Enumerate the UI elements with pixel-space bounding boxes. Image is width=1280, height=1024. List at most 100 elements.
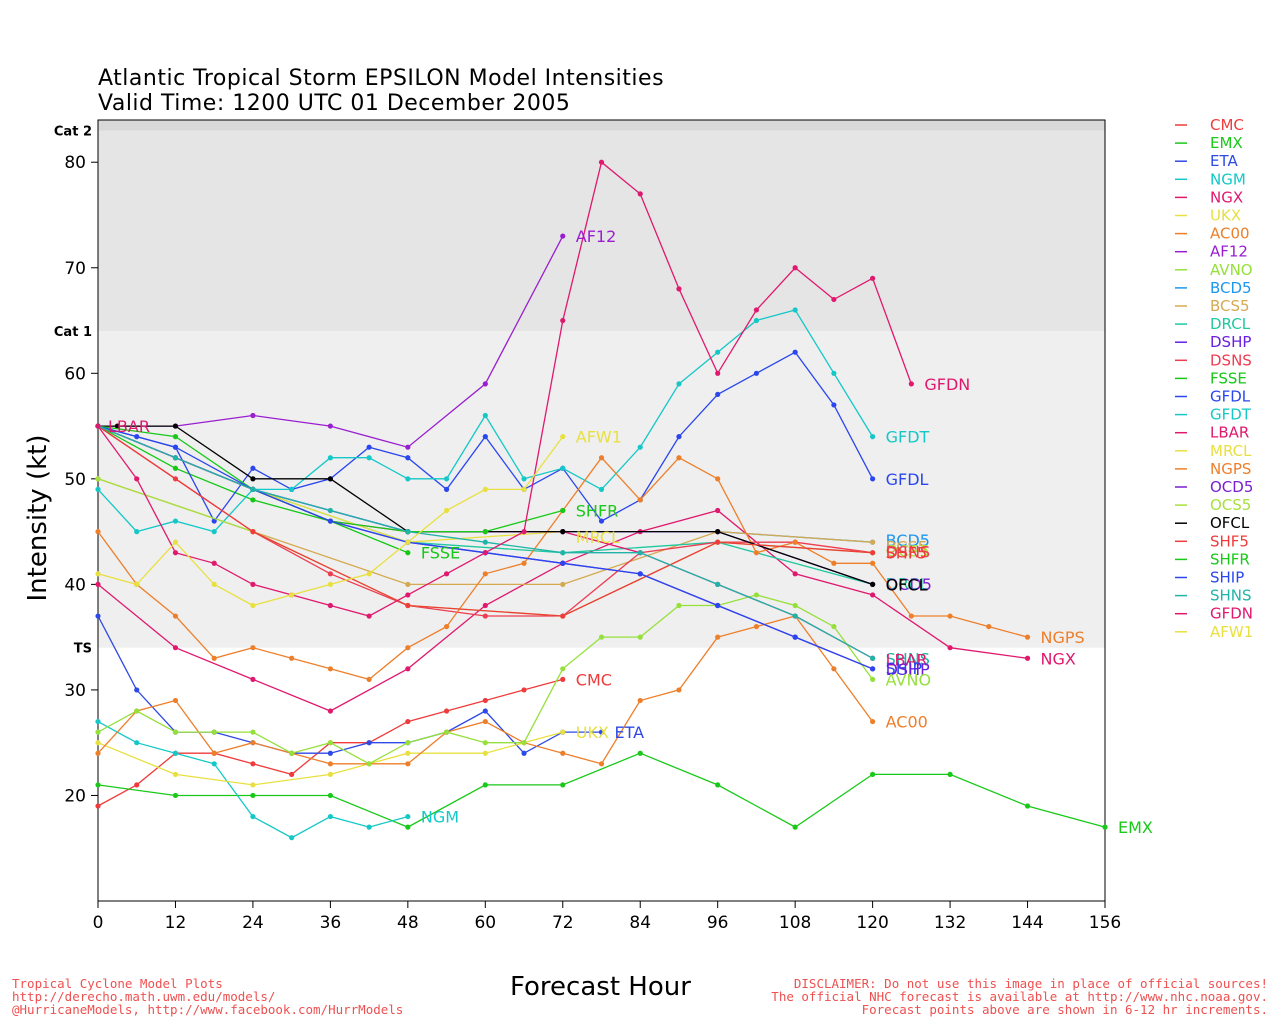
end-label-bcd5: BCD5 <box>886 531 930 550</box>
data-point-ngps <box>753 550 760 556</box>
end-label-ocs5: OCS5 <box>886 542 930 561</box>
data-point-cmc <box>405 718 411 725</box>
footer-right-line: DISCLAIMER: Do not use this image in pla… <box>793 976 1268 991</box>
data-point-ofcl <box>172 423 179 429</box>
data-point-eta <box>482 708 488 714</box>
data-point-avno <box>211 729 217 735</box>
data-point-ship <box>637 571 643 577</box>
series-line-ukx <box>97 731 563 786</box>
data-point-gfdn <box>831 296 837 303</box>
data-point-gfdn <box>134 476 140 482</box>
data-point-cmc <box>482 697 488 704</box>
data-point-gfdn <box>172 550 179 556</box>
data-point-ukx <box>327 771 333 777</box>
data-point-shfr <box>482 529 488 535</box>
data-point-ngm <box>211 761 217 767</box>
data-point-afw1 <box>250 602 256 609</box>
data-point-ac00 <box>637 697 643 704</box>
data-point-afw1 <box>366 571 372 577</box>
data-point-ukx <box>560 729 566 735</box>
data-point-shns <box>715 581 721 587</box>
data-point-gfdn <box>908 381 914 387</box>
x-tick-label: 108 <box>779 913 811 933</box>
data-point-ngx <box>715 507 721 514</box>
data-point-gfdt <box>289 486 295 492</box>
end-label-dsns: DSNS <box>886 543 931 562</box>
data-point-emx <box>1102 824 1108 830</box>
end-label-avno: AVNO <box>886 670 931 689</box>
data-point-shf5 <box>715 539 721 545</box>
data-point-afw1 <box>327 581 333 587</box>
data-point-afw1 <box>289 592 295 598</box>
data-point-afw1 <box>443 507 450 514</box>
data-point-emx <box>870 771 876 777</box>
data-point-emx <box>172 792 179 799</box>
legend-label-afw1: AFW1 <box>1210 623 1253 641</box>
data-point-gfdt <box>792 307 798 313</box>
data-point-af12 <box>250 412 256 419</box>
data-point-ngx <box>792 571 798 577</box>
data-point-afw1 <box>95 571 101 577</box>
end-label-ukx: UKX <box>576 723 609 742</box>
data-point-ngm <box>134 740 140 746</box>
data-point-ac00 <box>831 666 837 672</box>
legend-label-eta: ETA <box>1210 152 1238 170</box>
data-point-gfdt <box>366 455 372 461</box>
data-point-shns <box>560 550 566 556</box>
legend-label-ocd5: OCD5 <box>1210 478 1253 496</box>
data-point-gfdn <box>792 265 798 271</box>
data-point-gfdn <box>598 159 605 165</box>
end-label-ship: SHIP <box>886 659 923 678</box>
data-point-gfdt <box>172 518 179 524</box>
x-tick-label: 96 <box>707 913 729 933</box>
plot-frame <box>97 119 1106 902</box>
footer-left-line: Tropical Cyclone Model Plots <box>12 976 223 991</box>
data-point-gfdt <box>482 412 488 419</box>
data-point-avno <box>405 740 411 746</box>
x-tick-label: 12 <box>165 913 187 933</box>
data-point-gfdl <box>598 518 605 524</box>
band-label-ts: TS <box>74 642 92 657</box>
band-cat-2 <box>98 120 1105 131</box>
data-point-gfdt <box>327 455 333 461</box>
end-label-afw1: AFW1 <box>576 428 622 447</box>
data-point-shfr <box>560 507 566 514</box>
y-axis-label: Intensity (kt) <box>23 434 53 602</box>
data-point-ship <box>715 602 721 609</box>
data-point-ngps <box>870 560 876 566</box>
data-point-ofcl <box>560 529 566 535</box>
x-tick-label: 72 <box>552 913 574 933</box>
end-label-lbar: LBAR <box>886 650 928 669</box>
y-tick-label: 80 <box>64 153 86 173</box>
data-point-shns <box>250 486 256 492</box>
data-point-bcs5 <box>560 581 566 587</box>
legend-label-mrcl: MRCL <box>1210 442 1252 460</box>
data-point-ocs5 <box>95 476 101 482</box>
data-point-af12 <box>482 381 488 387</box>
data-point-bcs5 <box>405 581 411 587</box>
data-point-gfdl <box>366 444 372 450</box>
data-point-ngps <box>715 476 721 482</box>
data-point-af12 <box>560 233 566 239</box>
data-point-avno <box>598 634 605 640</box>
data-point-gfdn <box>637 191 643 197</box>
data-point-ngm <box>366 824 372 830</box>
data-point-afw1 <box>134 581 140 587</box>
series-line-emx <box>97 752 1106 828</box>
legend-label-shns: SHNS <box>1210 587 1252 605</box>
data-point-ngx <box>405 666 411 672</box>
end-label-mrcl: MRCL <box>576 528 620 547</box>
data-point-ngx <box>172 645 179 651</box>
data-point-avno <box>443 729 450 735</box>
y-tick-label: 40 <box>64 575 86 595</box>
data-point-ac00 <box>560 750 566 756</box>
data-point-cmc <box>443 708 450 714</box>
data-point-emx <box>405 824 411 830</box>
data-point-cmc <box>134 782 140 788</box>
chart-title-line-1: Atlantic Tropical Storm EPSILON Model In… <box>98 66 665 91</box>
data-point-ac00 <box>95 750 101 756</box>
data-point-ngx <box>250 676 256 682</box>
data-point-gfdl <box>676 434 682 440</box>
data-point-gfdl <box>250 465 256 471</box>
data-point-ngx <box>870 592 876 598</box>
